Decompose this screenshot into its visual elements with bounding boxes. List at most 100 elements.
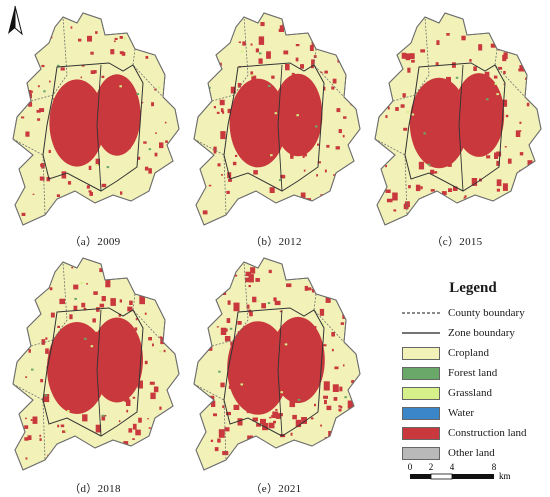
construction-patch: [118, 266, 124, 276]
construction-patch: [320, 209, 324, 212]
construction-patch: [57, 206, 60, 210]
county-boundary: [132, 48, 164, 98]
construction-patch: [237, 83, 242, 88]
construction-patch: [93, 291, 98, 295]
construction-patch: [424, 84, 427, 87]
construction-patch: [129, 83, 132, 86]
construction-patch: [300, 126, 303, 131]
construction-patch: [393, 209, 397, 212]
construction-patch: [72, 144, 75, 147]
construction-patch: [112, 96, 115, 98]
county-outline: [12, 257, 180, 471]
construction-patch: [222, 405, 225, 408]
construction-patch: [532, 207, 535, 211]
construction-patch: [349, 283, 355, 288]
construction-patch: [83, 307, 87, 311]
construction-patch: [89, 345, 93, 351]
construction-patch: [41, 339, 46, 345]
vegetation-patch: [44, 394, 48, 397]
construction-patch: [339, 386, 343, 392]
vegetation-patch: [321, 322, 325, 325]
construction-patch: [109, 101, 112, 105]
vegetation-patch: [494, 82, 498, 85]
urban-core-east: [271, 316, 325, 404]
vegetation-patch: [259, 52, 262, 55]
construction-patch: [60, 424, 65, 428]
construction-patch: [54, 344, 61, 354]
construction-patch: [320, 71, 323, 74]
construction-patch: [485, 77, 491, 85]
map-panel-2021: （e）2021: [186, 250, 366, 495]
construction-patch: [210, 439, 214, 442]
construction-patch: [155, 132, 157, 134]
construction-patch: [39, 108, 45, 112]
vegetation-patch: [270, 154, 273, 157]
construction-patch: [71, 266, 74, 269]
construction-patch: [262, 334, 267, 338]
construction-patch: [504, 146, 507, 148]
scale-bar: 0 2 4 8 km: [404, 460, 534, 490]
construction-patch: [46, 366, 51, 372]
construction-patch: [113, 348, 120, 356]
construction-patch: [383, 38, 385, 40]
construction-patch: [279, 351, 283, 355]
vegetation-patch: [268, 85, 271, 87]
construction-patch: [238, 41, 241, 43]
construction-patch: [273, 297, 277, 302]
construction-patch: [139, 47, 142, 50]
construction-patch: [152, 343, 154, 347]
construction-patch: [496, 160, 500, 166]
legend-item-county-boundary: County boundary: [402, 303, 544, 323]
construction-patch: [33, 49, 36, 52]
construction-patch: [402, 24, 405, 29]
construction-patch: [259, 196, 264, 199]
construction-patch: [118, 318, 121, 321]
construction-patch: [254, 346, 257, 350]
construction-patch: [226, 411, 231, 416]
construction-patch: [467, 148, 470, 152]
zone-boundary: [223, 62, 325, 192]
construction-patch: [73, 89, 76, 93]
construction-patch: [509, 203, 515, 209]
construction-patch: [395, 28, 400, 35]
construction-patch: [268, 269, 272, 274]
construction-patch: [349, 295, 355, 302]
construction-patch: [21, 212, 26, 216]
construction-patch: [218, 429, 225, 438]
vegetation-patch: [455, 76, 459, 79]
construction-patch: [160, 337, 165, 345]
construction-patch: [81, 302, 86, 308]
construction-patch: [281, 129, 285, 132]
construction-patch: [237, 340, 243, 347]
construction-patch: [283, 50, 289, 55]
construction-patch: [246, 410, 250, 414]
construction-patch: [115, 396, 119, 401]
construction-patch: [227, 300, 231, 305]
legend-item-other: Other land: [402, 443, 544, 463]
construction-patch: [340, 195, 343, 198]
construction-patch: [21, 116, 25, 119]
construction-patch: [36, 109, 41, 113]
construction-patch: [118, 420, 121, 423]
construction-patch: [115, 318, 120, 324]
urban-core-east: [93, 74, 141, 156]
construction-patch: [160, 189, 165, 195]
construction-patch: [338, 129, 342, 134]
construction-patch: [272, 411, 279, 418]
construction-patch: [260, 142, 263, 146]
construction-patch: [405, 53, 411, 61]
construction-patch: [139, 296, 144, 302]
construction-patch: [497, 207, 502, 211]
construction-patch: [165, 140, 168, 143]
construction-patch: [104, 362, 106, 365]
construction-patch: [249, 444, 255, 450]
construction-patch: [320, 424, 322, 427]
construction-patch: [437, 145, 440, 149]
construction-patch: [125, 269, 131, 278]
construction-patch: [501, 99, 508, 107]
construction-patch: [121, 342, 123, 344]
construction-patch: [216, 326, 219, 328]
construction-patch: [289, 398, 296, 408]
construction-patch: [163, 349, 166, 353]
construction-patch: [45, 337, 48, 340]
